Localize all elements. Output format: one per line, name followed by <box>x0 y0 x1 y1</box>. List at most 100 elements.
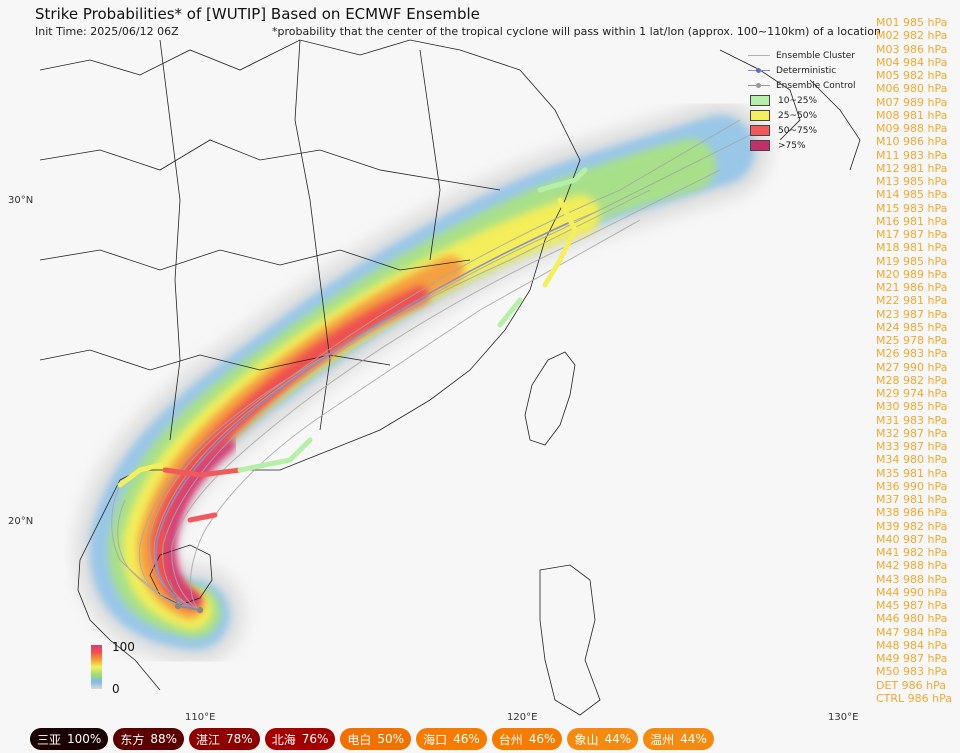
member-pressure-item: M36 990 hPa <box>876 479 948 493</box>
page-title: Strike Probabilities* of [WUTIP] Based o… <box>35 5 480 23</box>
lat-label-20n: 20°N <box>8 516 34 527</box>
member-pressure-item: M27 990 hPa <box>876 360 948 374</box>
city-probability: 44% <box>680 732 707 746</box>
city-probability: 88% <box>150 732 178 746</box>
member-pressure-item: M07 989 hPa <box>876 95 948 109</box>
member-pressure-item: M30 985 hPa <box>876 400 948 414</box>
city-probability: 100% <box>67 732 102 746</box>
city-probability: 44% <box>604 732 632 746</box>
member-pressure-item: M13 985 hPa <box>876 175 948 188</box>
member-pressure-item: M10 986 hPa <box>876 135 948 149</box>
legend-bin: 50~75% <box>748 123 866 138</box>
member-pressure-item: M18 981 hPa <box>876 241 948 255</box>
legend-bin: 25~50% <box>748 108 866 123</box>
city-name: 电白 <box>347 732 372 747</box>
member-pressure-item: M32 987 hPa <box>876 426 948 440</box>
member-pressure-item: M28 982 hPa <box>876 373 948 387</box>
member-pressure-item: M39 982 hPa <box>876 519 948 533</box>
member-pressure-item: M19 985 hPa <box>876 254 948 268</box>
member-pressure-item: M06 980 hPa <box>876 82 948 96</box>
legend-bin: >75% <box>748 138 866 153</box>
member-pressure-item: M43 988 hPa <box>876 572 948 586</box>
legend-bin-label: >75% <box>778 140 806 151</box>
city-probability: 46% <box>528 732 556 746</box>
member-pressure-item: M12 981 hPa <box>876 161 948 175</box>
lat-label-30n: 30°N <box>8 195 34 206</box>
member-pressure-item: M05 982 hPa <box>876 69 948 82</box>
city-probability-pill: 东方 88% <box>113 728 185 750</box>
member-pressure-item: M21 986 hPa <box>876 281 948 294</box>
coastal-highlights <box>117 167 588 523</box>
member-pressure-item: M34 980 hPa <box>876 453 948 467</box>
member-pressure-item: M25 978 hPa <box>876 334 948 347</box>
city-name: 温州 <box>650 732 675 747</box>
legend-swatch <box>750 125 770 136</box>
member-pressure-item: M49 987 hPa <box>876 652 948 665</box>
member-pressure-item: DET 986 hPa <box>876 678 946 692</box>
city-name: 台州 <box>498 732 523 747</box>
member-pressure-item: M29 974 hPa <box>876 387 948 400</box>
member-pressure-item: M09 988 hPa <box>876 122 948 135</box>
deterministic-line-icon <box>748 66 770 76</box>
city-name: 湛江 <box>196 732 221 747</box>
city-probability-pill: 湛江 78% <box>189 728 260 750</box>
probability-swath <box>74 100 770 665</box>
city-probability: 76% <box>301 732 329 746</box>
city-probability-pill: 海口 46% <box>416 728 487 750</box>
footnote: *probability that the center of the trop… <box>272 25 881 38</box>
member-pressure-item: M46 980 hPa <box>876 612 948 626</box>
member-pressure-item: M24 985 hPa <box>876 320 948 334</box>
member-pressure-item: M17 987 hPa <box>876 228 948 241</box>
probability-colorbar <box>91 645 102 689</box>
member-pressure-item: M08 981 hPa <box>876 108 948 122</box>
member-pressure-item: CTRL 986 hPa <box>876 691 953 705</box>
member-pressure-item: M11 983 hPa <box>876 148 948 162</box>
legend-swatch <box>750 110 770 121</box>
member-pressure-item: M20 989 hPa <box>876 267 948 281</box>
member-pressure-item: M16 981 hPa <box>876 214 948 228</box>
member-pressure-item: M14 985 hPa <box>876 188 948 202</box>
legend-bin: 10~25% <box>748 93 866 108</box>
strike-probability-map <box>39 39 861 716</box>
member-pressure-item: M44 990 hPa <box>876 585 948 599</box>
city-probability: 46% <box>453 732 480 746</box>
init-time: Init Time: 2025/06/12 06Z <box>35 25 179 38</box>
city-probability-bar: 三亚 100% 东方 88% 湛江 78% 北海 76% 电白 50% 海口 46% 台州 46% 象山 44… <box>30 728 714 750</box>
member-pressure-item: M23 987 hPa <box>876 307 948 321</box>
member-pressure-item: M03 986 hPa <box>876 42 948 56</box>
map-legend: Ensemble Cluster Deterministic Ensemble … <box>748 48 866 153</box>
city-probability-pill: 台州 46% <box>491 728 563 750</box>
legend-ensemble-control: Ensemble Control <box>748 78 866 93</box>
city-name: 北海 <box>271 732 296 747</box>
member-pressure-item: M48 984 hPa <box>876 638 948 652</box>
city-name: 海口 <box>423 732 448 747</box>
member-pressure-item: M35 981 hPa <box>876 466 948 480</box>
city-name: 东方 <box>120 732 145 747</box>
lon-label-110e: 110°E <box>185 712 216 723</box>
member-pressure-item: M04 984 hPa <box>876 55 948 69</box>
city-probability-pill: 北海 76% <box>264 728 336 750</box>
member-pressure-item: M37 981 hPa <box>876 493 948 506</box>
member-pressure-item: M42 988 hPa <box>876 559 948 573</box>
member-pressure-item: M01 985 hPa <box>876 16 948 29</box>
city-name: 三亚 <box>37 732 62 747</box>
member-pressure-item: M22 981 hPa <box>876 294 948 308</box>
member-pressure-item: M45 987 hPa <box>876 599 948 612</box>
colorbar-max-label: 100 <box>112 640 135 654</box>
city-name: 象山 <box>574 732 599 747</box>
legend-swatch <box>750 140 770 151</box>
city-probability-pill: 象山 44% <box>567 728 639 750</box>
colorbar-min-label: 0 <box>112 682 120 696</box>
city-probability-pill: 电白 50% <box>340 728 412 750</box>
member-pressure-item: M50 983 hPa <box>876 665 948 679</box>
member-pressure-item: M15 983 hPa <box>876 201 948 215</box>
member-pressure-item: M41 982 hPa <box>876 546 948 559</box>
ensemble-control-track <box>169 579 204 614</box>
cluster-line-icon <box>748 51 770 61</box>
legend-bin-label: 25~50% <box>778 110 817 121</box>
city-probability-pill: 温州 44% <box>643 728 714 750</box>
control-line-icon <box>748 81 770 91</box>
legend-deterministic: Deterministic <box>748 63 866 78</box>
member-pressure-item: M47 984 hPa <box>876 625 948 639</box>
city-probability: 50% <box>377 732 405 746</box>
